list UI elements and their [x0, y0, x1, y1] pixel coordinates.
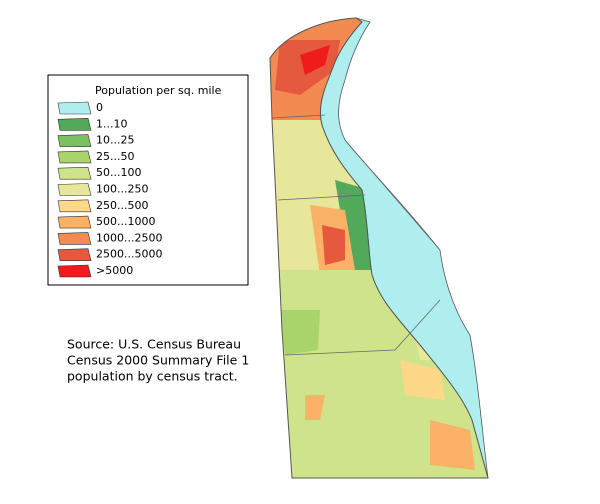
legend-swatch [57, 215, 92, 229]
legend-label: 25...50 [96, 150, 134, 163]
legend-swatch [57, 183, 92, 196]
county-border [271, 114, 441, 356]
legend-swatch [57, 264, 92, 278]
state-border [269, 17, 489, 479]
source-line: Census 2000 Summary File 1 [67, 353, 249, 368]
legend-swatch [57, 166, 92, 180]
legend-swatch [57, 101, 92, 115]
legend-label: 250...500 [96, 199, 148, 212]
legend-swatch [57, 117, 92, 131]
legend-swatch [57, 134, 92, 147]
legend-label: 2500...5000 [96, 248, 162, 261]
source-line: population by census tract. [67, 369, 238, 384]
legend-title: Population per sq. mile [95, 84, 222, 97]
legend-swatch [57, 232, 92, 245]
legend-label: 10...25 [96, 134, 134, 147]
legend-label: 0 [96, 101, 103, 114]
legend-label: 50...100 [96, 166, 141, 179]
legend-label: >5000 [96, 264, 133, 277]
legend-label: 100...250 [96, 183, 148, 196]
source-line: Source: U.S. Census Bureau [67, 337, 241, 352]
legend-items: 0 1...10 10...25 25...50 50...100 100...250 25… [57, 101, 162, 278]
legend-swatch [57, 248, 92, 261]
legend-label: 500...1000 [96, 215, 155, 228]
legend-label: 1000...2500 [96, 231, 162, 244]
legend-label: 1...10 [96, 117, 128, 130]
legend-swatch [57, 199, 92, 213]
legend-swatch [57, 150, 92, 164]
